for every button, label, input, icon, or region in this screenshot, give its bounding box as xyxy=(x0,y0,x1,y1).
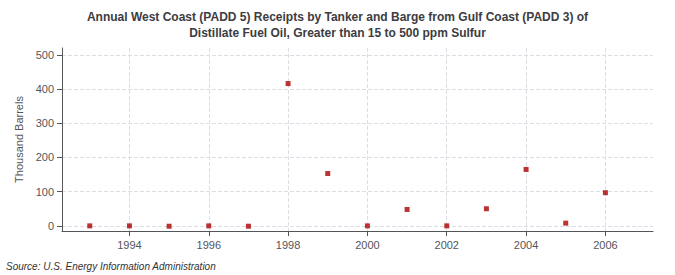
svg-text:Thousand Barrels: Thousand Barrels xyxy=(13,96,25,183)
svg-text:2002: 2002 xyxy=(435,239,459,251)
svg-text:Distillate Fuel Oil, Greater t: Distillate Fuel Oil, Greater than 15 to … xyxy=(189,26,486,40)
svg-text:400: 400 xyxy=(36,83,54,95)
svg-text:0: 0 xyxy=(48,220,54,232)
svg-text:1998: 1998 xyxy=(276,239,300,251)
svg-text:2004: 2004 xyxy=(514,239,538,251)
svg-text:1996: 1996 xyxy=(197,239,221,251)
svg-text:1994: 1994 xyxy=(117,239,141,251)
svg-text:500: 500 xyxy=(36,49,54,61)
svg-text:300: 300 xyxy=(36,117,54,129)
svg-text:2006: 2006 xyxy=(593,239,617,251)
svg-text:2000: 2000 xyxy=(355,239,379,251)
svg-text:200: 200 xyxy=(36,151,54,163)
svg-text:Annual West Coast (PADD 5) Rec: Annual West Coast (PADD 5) Receipts by T… xyxy=(87,10,589,24)
svg-text:Source: U.S. Energy Informatio: Source: U.S. Energy Information Administ… xyxy=(6,261,216,272)
svg-text:100: 100 xyxy=(36,186,54,198)
